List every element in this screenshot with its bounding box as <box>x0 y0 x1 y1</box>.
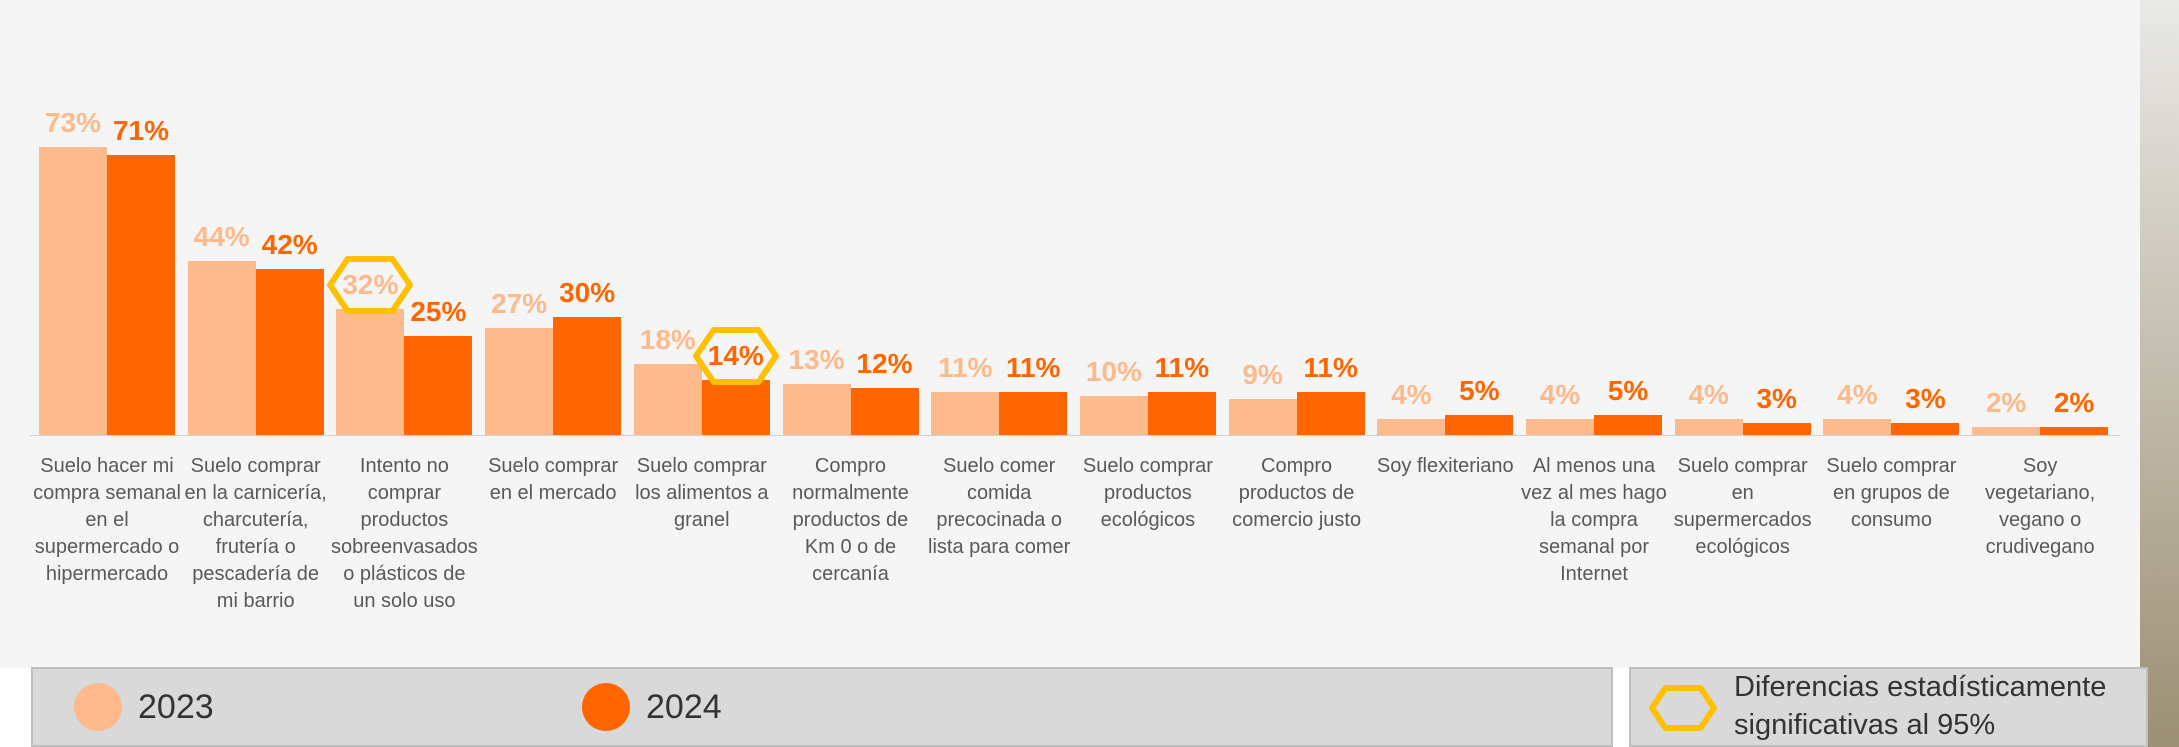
bar <box>39 146 107 435</box>
x-axis-line <box>30 435 2120 436</box>
bar <box>2040 427 2109 435</box>
data-label: 4% <box>1539 379 1581 411</box>
bar <box>701 379 770 435</box>
x-tick-label: Al menos una vez al mes hago la compra s… <box>1521 455 1667 585</box>
bar <box>1079 395 1148 435</box>
x-tick-label: Soy flexiteriano <box>1376 455 1514 477</box>
data-label: 4% <box>1688 379 1729 411</box>
bar <box>931 391 1000 435</box>
x-tick-label: Compro productos de comercio justo <box>1232 455 1362 531</box>
data-label: 12% <box>856 347 913 379</box>
data-label: 32% <box>342 268 399 300</box>
x-tick-label: Suelo hacer mi compra semanal en el supe… <box>33 455 181 585</box>
hexagon <box>327 255 414 314</box>
bar <box>1823 419 1892 435</box>
data-label: 11% <box>937 351 993 383</box>
highlight-legend-label: Diferencias estadísticamente significati… <box>1734 671 2107 741</box>
data-label: 4% <box>1391 379 1432 411</box>
x-tick-label: Suelo comprar en el mercado <box>488 455 619 504</box>
x-tick-label: Suelo comprar los alimentos a granel <box>635 455 769 531</box>
bar <box>1891 423 1960 435</box>
x-tick-label: Soy vegetariano, vegano o crudivegano <box>1985 455 2096 558</box>
bar <box>1972 427 2041 435</box>
data-label: 27% <box>491 288 548 320</box>
hexagon <box>692 326 779 385</box>
bar <box>782 383 851 435</box>
significance-marker <box>692 326 779 385</box>
data-label: 2% <box>2053 387 2095 419</box>
legend-swatch <box>74 683 122 731</box>
bar <box>633 363 702 435</box>
data-label: 3% <box>1905 383 1946 415</box>
data-label: 25% <box>410 296 467 328</box>
data-label: 4% <box>1837 379 1878 411</box>
legend-label: 2023 <box>138 688 214 726</box>
x-tick-label: Suelo comprar en la carnicería, charcute… <box>184 455 327 612</box>
data-label: 10% <box>1085 355 1142 387</box>
data-label: 14% <box>707 339 764 371</box>
data-label: 3% <box>1756 383 1797 415</box>
bar <box>1526 419 1594 435</box>
bar <box>850 387 919 435</box>
bar <box>255 269 324 435</box>
bar <box>1296 391 1365 435</box>
data-label: 9% <box>1242 359 1283 391</box>
x-tick-label: Suelo comer comida precocinada o lista p… <box>928 455 1071 558</box>
bar <box>485 328 554 435</box>
bar <box>1674 419 1743 435</box>
data-label: 5% <box>1607 375 1649 407</box>
series-legend <box>31 667 1613 747</box>
x-tick-label: Intento no comprar productos sobreenvasa… <box>331 455 478 612</box>
legend-swatch <box>582 683 630 731</box>
legend-label: 2024 <box>646 688 722 726</box>
bar <box>1377 419 1446 435</box>
bar <box>1594 415 1662 435</box>
bar <box>187 261 256 435</box>
data-label: 44% <box>193 221 250 253</box>
legend-hexagon <box>1649 685 1717 731</box>
x-tick-label: Compro normalmente productos de Km 0 o d… <box>792 455 909 585</box>
hexagon <box>1649 685 1717 731</box>
data-label: 18% <box>639 323 696 355</box>
data-label: 42% <box>261 229 318 261</box>
x-tick-label: Suelo comprar en supermercados ecológico… <box>1673 455 1812 558</box>
significance-marker <box>327 255 414 314</box>
data-label: 11% <box>1005 351 1061 383</box>
bar <box>1742 423 1811 435</box>
data-label: 13% <box>788 343 845 375</box>
background-photo-edge <box>2140 0 2179 747</box>
bar <box>107 154 175 435</box>
data-label: 71% <box>112 114 170 146</box>
bar <box>1445 415 1514 435</box>
data-label: 5% <box>1459 375 1500 407</box>
bar <box>404 336 473 435</box>
data-label: 2% <box>1985 387 2027 419</box>
bar <box>1228 399 1297 435</box>
data-label: 11% <box>1303 351 1358 383</box>
bar <box>1147 391 1216 435</box>
data-label: 30% <box>559 276 616 308</box>
data-label: 73% <box>44 106 102 138</box>
bar <box>999 391 1068 435</box>
bar <box>336 308 405 435</box>
x-tick-label: Suelo comprar productos ecológicos <box>1082 455 1213 531</box>
data-label: 11% <box>1154 351 1210 383</box>
x-tick-label: Suelo comprar en grupos de consumo <box>1826 455 1957 531</box>
bar <box>553 316 622 435</box>
